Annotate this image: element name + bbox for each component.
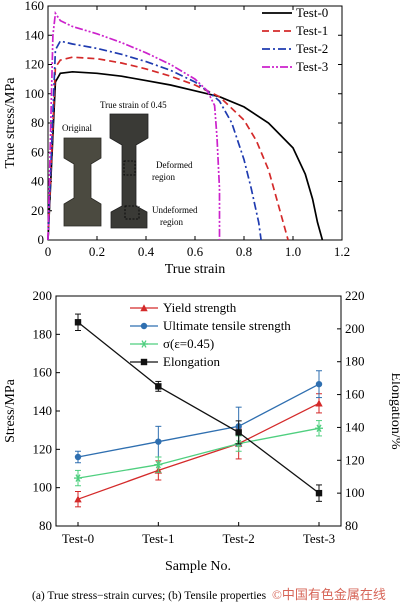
y-tick-label: 100 [33,480,53,495]
legend-label-ultimate-tensile-strength: Ultimate tensile strength [163,318,291,333]
x-tick-label: 0.2 [89,244,105,259]
y-tick-label: 200 [33,288,53,303]
data-point-ultimate-tensile-strength [315,380,323,388]
series-line-ultimate-tensile-strength [77,383,320,458]
data-point-elongation [155,383,162,390]
data-point-elongation [235,429,242,436]
marker-stroke [75,474,81,482]
deformed-region-marker [123,160,136,176]
series-line-yield-strength [77,402,320,500]
original-specimen [63,137,102,227]
x-tick-label: 0.6 [187,244,204,259]
chart-b-ylabel: Stress/MPa [3,378,18,443]
y2-tick-label: 140 [345,419,365,434]
y-tick-label: 160 [33,365,53,380]
y-tick-label: 120 [25,57,45,72]
y-tick-label: 180 [33,326,53,341]
marker-stroke [141,340,147,348]
data-point-elongation [74,319,82,326]
data-point-ultimate-tensile-strength [74,453,82,461]
data-point-ultimate-tensile-strength [155,438,162,445]
tensile-properties-chart: Test-0 Test-1 Test-2 Test-3 80 100 120 140 160 18… [3,288,400,574]
x-tick-label: 0.8 [236,244,252,259]
data-point-yield-strength [315,399,323,407]
legend-label-yield-strength: Yield strength [163,300,237,315]
inset-title-label: True strain of 0.45 [100,100,167,110]
undeformed-region-marker [124,205,140,220]
y2-tick-label: 160 [345,387,365,402]
x-tick-label: 0.4 [138,244,155,259]
y2-tick-label: 180 [345,354,365,369]
y-tick-label: 60 [31,144,44,159]
legend-marker-yield-strength [140,304,148,312]
series-line--0-45- [77,427,320,479]
y2-tick-label: 80 [345,518,358,533]
x-tick-label: 1.2 [334,244,350,259]
data-point--0-45- [315,424,323,433]
legend-label--0-45-: σ(ε=0.45) [163,336,214,351]
series-line-test-2 [47,40,262,241]
legend-marker-elongation [140,358,148,366]
legend-label-test-2: Test-2 [296,41,328,56]
y2-tick-label: 200 [345,321,365,336]
x-tick-label: 0 [45,244,52,259]
inset-deformed-label: Deformed region [152,160,193,182]
y-tick-label: 80 [31,115,44,130]
y2-tick-label: 220 [345,288,365,303]
specimen-photo-inset: True strain of 0.45 Original Deformed reg… [62,100,198,229]
series-line-test-0 [47,70,324,241]
marker-stroke [316,424,322,433]
series-line-elongation [77,321,320,494]
series-line-test-1 [47,56,289,241]
y-tick-label: 0 [38,232,45,247]
x-tick-label: Test-0 [62,531,94,546]
stress-strain-chart: 0 0.2 0.4 0.6 0.8 1.0 1.2 0 20 40 60 80 100 120 140 160… [3,0,350,277]
figure-caption: (a) True stress−strain curves; (b) Tensi… [32,590,267,602]
y-tick-label: 20 [31,203,44,218]
chart-b-y2label: Elongation/% [388,373,400,450]
inset-undeformed-label: Undeformed region [152,205,198,227]
chart-a-xlabel: True strain [165,262,226,277]
y-tick-label: 100 [25,86,45,101]
y-tick-label: 80 [39,518,52,533]
chart-a-ylabel: True stress/MPa [3,77,18,169]
x-tick-label: Test-2 [223,531,255,546]
data-point-yield-strength [74,495,82,503]
y2-tick-label: 120 [345,452,365,467]
chart-b-xlabel: Sample No. [165,559,231,574]
marker-stroke [155,460,161,469]
legend-marker--0-45- [140,340,148,348]
inset-original-label: Original [62,123,92,133]
x-tick-label: Test-3 [303,531,335,546]
x-tick-label: 1.0 [285,244,301,259]
deformed-specimen [109,113,149,229]
legend-marker-ultimate-tensile-strength [140,322,148,330]
y-tick-label: 160 [25,0,45,13]
y-tick-label: 120 [33,441,53,456]
legend-label-test-0: Test-0 [296,5,328,20]
legend-label-test-1: Test-1 [296,23,328,38]
legend-label-test-3: Test-3 [296,59,328,74]
y-tick-label: 40 [31,174,44,189]
y-tick-label: 140 [25,27,45,42]
y-tick-label: 140 [33,403,53,418]
data-point-elongation [315,489,323,497]
data-point--0-45- [154,460,163,469]
watermark: ©中国有色金属在线 [272,587,386,602]
x-tick-label: Test-1 [142,531,174,546]
data-point--0-45- [74,474,82,482]
y2-tick-label: 100 [345,485,365,500]
legend-label-elongation: Elongation [163,354,221,369]
series-line-test-3 [47,10,221,241]
